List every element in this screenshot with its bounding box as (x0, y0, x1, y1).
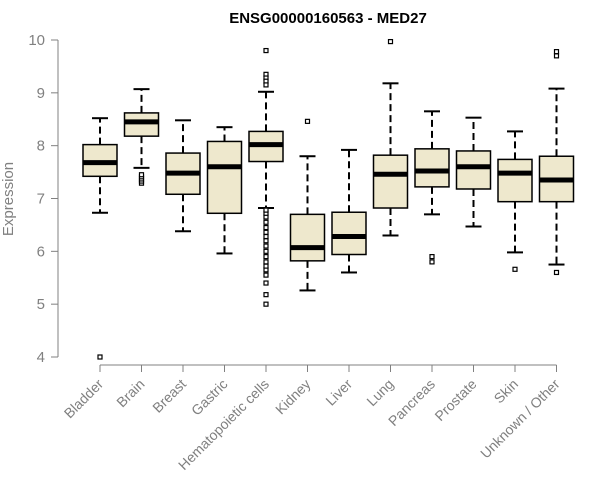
y-tick-label: 10 (28, 32, 45, 49)
outlier-point (263, 259, 269, 265)
box-brain (123, 88, 160, 186)
y-axis-label: Expression (0, 162, 17, 236)
outlier-point (263, 229, 269, 235)
outlier-point (263, 292, 269, 298)
outlier-point (263, 224, 269, 231)
box-pancreas (414, 110, 450, 265)
outlier-point (263, 301, 269, 307)
y-axis: 4 5 6 7 8 9 10 (28, 32, 59, 366)
outlier-point (263, 233, 269, 240)
box-unknown-other (538, 49, 575, 276)
outlier-point (512, 266, 518, 272)
chart-title: ENSG00000160563 - MED27 (229, 10, 427, 27)
box-kidney (289, 118, 326, 292)
iqr-box (455, 150, 492, 190)
box-gastric (206, 126, 243, 255)
iqr-box (497, 158, 533, 203)
outlier-point (429, 254, 435, 260)
y-tick-label: 7 (37, 191, 45, 208)
outlier-point (263, 280, 269, 286)
box-liver (331, 148, 367, 274)
iqr-box (414, 148, 450, 188)
iqr-box (206, 140, 243, 215)
outlier-point (429, 259, 435, 265)
y-tick-label: 4 (37, 349, 45, 366)
outlier-point (138, 172, 145, 178)
outlier-point (263, 254, 269, 260)
x-tick-label: Brain (113, 376, 147, 410)
box-skin (497, 130, 533, 272)
x-tick-label: Breast (149, 376, 189, 416)
outlier-point (263, 47, 269, 54)
box-lung (372, 38, 409, 237)
x-tick-label: Skin (491, 376, 522, 407)
box-bladder (82, 117, 118, 360)
iqr-box (123, 112, 160, 137)
box-hematopoietic-cells (248, 47, 284, 307)
outlier-point (263, 272, 269, 278)
outlier-point (553, 53, 560, 59)
iqr-box (289, 213, 326, 262)
outlier-point (553, 49, 560, 55)
y-tick-label: 8 (37, 138, 45, 155)
outlier-point (263, 263, 269, 269)
box-prostate (455, 116, 492, 228)
outlier-point (263, 207, 269, 213)
outlier-point (263, 248, 269, 254)
outlier-point (304, 118, 311, 124)
x-tick-label: Kidney (272, 376, 314, 418)
y-tick-label: 9 (37, 85, 45, 102)
x-tick-label: Unknown / Other (477, 376, 563, 462)
iqr-box (331, 211, 367, 256)
outlier-point (263, 219, 269, 225)
boxes (82, 38, 575, 360)
outlier-point (97, 354, 103, 360)
x-tick-label: Bladder (61, 376, 107, 422)
outlier-point (263, 238, 269, 244)
x-tick-label: Liver (322, 376, 355, 409)
y-tick-label: 5 (37, 296, 45, 313)
outlier-point (387, 38, 394, 45)
outlier-point (553, 269, 560, 276)
outlier-point (263, 243, 269, 249)
outlier-point (263, 82, 269, 88)
x-tick-label: Prostate (431, 376, 479, 424)
iqr-box (372, 154, 409, 209)
y-tick-label: 6 (37, 243, 45, 260)
x-tick-label: Lung (363, 376, 396, 409)
box-breast (165, 119, 201, 233)
